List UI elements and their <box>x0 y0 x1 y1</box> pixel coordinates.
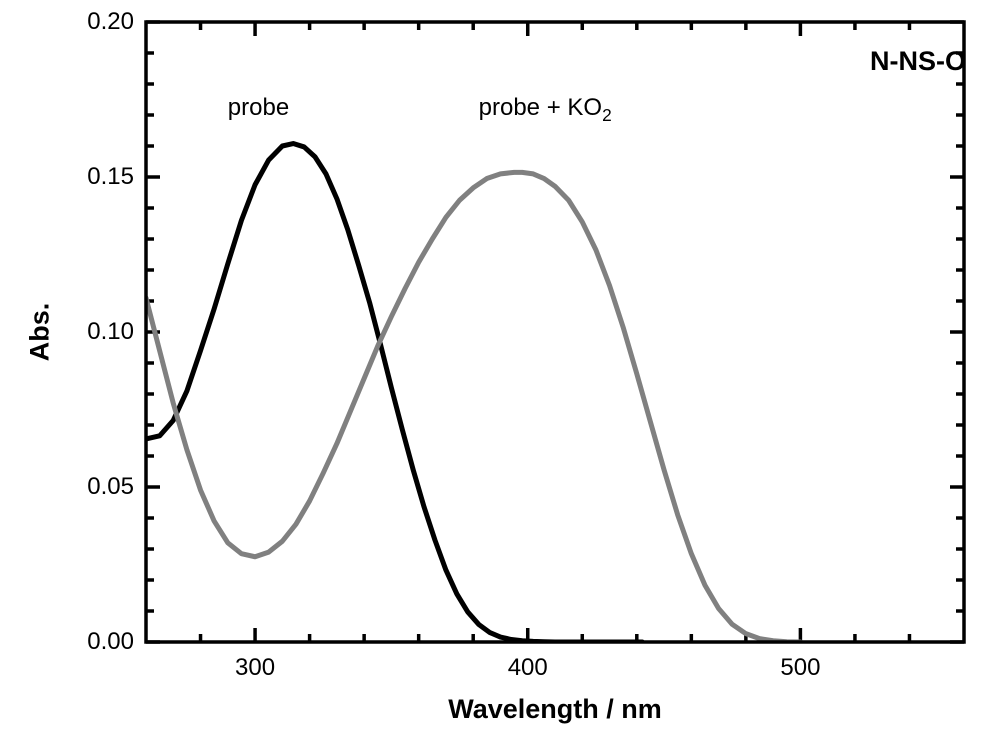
y-tick-label: 0.00 <box>87 628 134 656</box>
corner-label-n-ns-o: N-NS-O <box>870 46 966 77</box>
y-tick-label: 0.15 <box>87 163 134 191</box>
x-axis-label: Wavelength / nm <box>448 694 662 725</box>
series-probe <box>146 144 642 642</box>
y-tick-label: 0.20 <box>87 8 134 36</box>
figure: Abs. Wavelength / nm N-NS-O 300 400 500 0.0… <box>0 0 1000 756</box>
x-tick-label: 500 <box>780 654 820 682</box>
x-tick-label: 300 <box>235 654 275 682</box>
series-label-probe: probe <box>228 94 289 122</box>
y-tick-label: 0.10 <box>87 318 134 346</box>
y-tick-label: 0.05 <box>87 473 134 501</box>
series-label-probe-ko2: probe + KO2 <box>479 94 612 126</box>
series-probe_plus_KO2 <box>146 172 800 642</box>
y-axis-label: Abs. <box>25 303 56 362</box>
x-tick-label: 400 <box>508 654 548 682</box>
